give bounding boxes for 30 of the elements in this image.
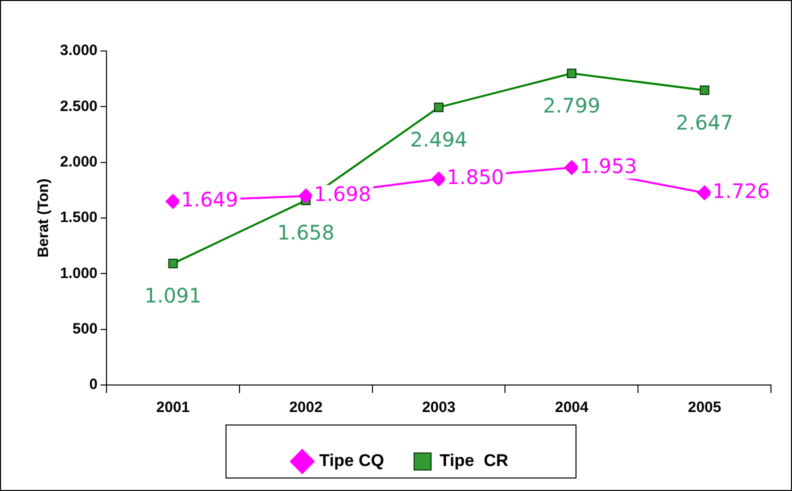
y-tick-label: 1.000 (60, 264, 98, 282)
data-label: 2.494 (410, 128, 468, 152)
x-tick-label: 2004 (554, 399, 589, 416)
legend-label: Tipe CR (440, 451, 508, 470)
data-label: 2.647 (676, 110, 734, 135)
data-label: 1.850 (446, 165, 504, 190)
data-label: 1.091 (144, 284, 202, 308)
point (564, 160, 580, 176)
legend-label: Tipe CQ (319, 451, 384, 470)
x-tick-label: 2005 (688, 399, 722, 416)
y-tick-label: 0 (89, 376, 98, 394)
y-tick-label: 2.000 (60, 153, 98, 170)
point (165, 194, 180, 209)
point (298, 188, 314, 204)
y-tick-label: 3.000 (60, 42, 98, 60)
data-label: 1.649 (180, 188, 238, 212)
data-label: 1.726 (712, 179, 770, 204)
point (431, 172, 446, 187)
data-label: 1.953 (580, 154, 637, 178)
data-label: 1.698 (314, 182, 372, 206)
y-axis-title: Berat (Ton) (35, 178, 52, 258)
x-tick-label: 2001 (156, 399, 190, 416)
data-label: 1.658 (277, 220, 335, 245)
y-tick-label: 1.500 (60, 209, 98, 226)
x-tick-label: 2002 (289, 399, 323, 416)
x-tick-label: 2003 (422, 399, 456, 416)
data-label: 2.799 (543, 94, 600, 118)
y-tick-label: 500 (72, 320, 98, 338)
point (697, 185, 712, 200)
y-tick-label: 2.500 (60, 98, 98, 115)
